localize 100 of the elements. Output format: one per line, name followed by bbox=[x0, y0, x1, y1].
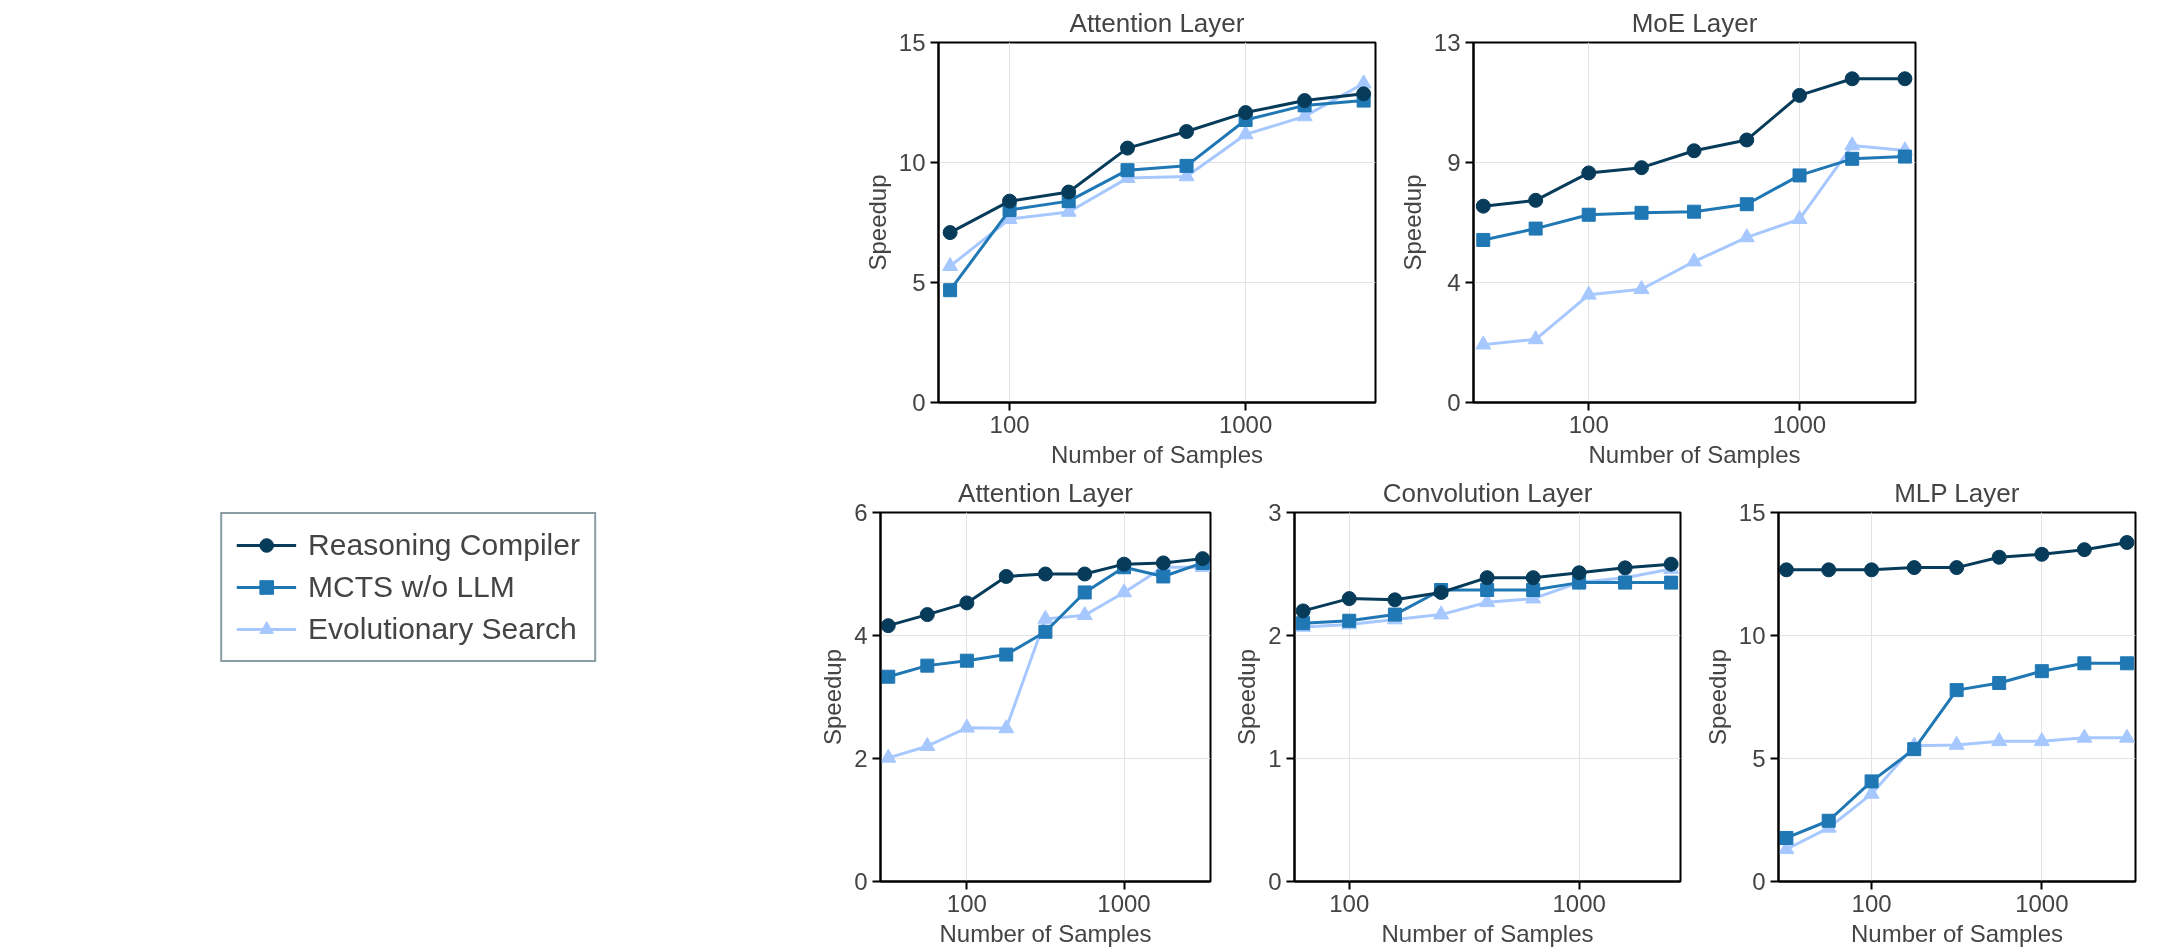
point bbox=[1037, 609, 1054, 624]
y-tick-label: 0 bbox=[1447, 389, 1461, 416]
point bbox=[1116, 583, 1133, 598]
point bbox=[942, 225, 958, 241]
point bbox=[1821, 813, 1836, 828]
point bbox=[881, 669, 896, 684]
point bbox=[880, 748, 897, 763]
point bbox=[919, 737, 936, 752]
point bbox=[1739, 197, 1754, 212]
point bbox=[1581, 207, 1596, 222]
point bbox=[880, 618, 896, 634]
point bbox=[2119, 535, 2135, 550]
point bbox=[920, 658, 935, 673]
y-tick-label: 1 bbox=[1268, 745, 1282, 772]
point bbox=[1948, 735, 1965, 750]
y-tick-label: 5 bbox=[1752, 745, 1766, 772]
y-tick-label: 15 bbox=[898, 29, 926, 56]
point bbox=[942, 257, 959, 272]
chart-title: Attention Layer bbox=[1069, 7, 1245, 38]
point bbox=[1179, 158, 1194, 173]
x-tick-label: 1000 bbox=[1552, 889, 1606, 917]
point bbox=[1792, 168, 1807, 183]
point bbox=[998, 719, 1015, 734]
point bbox=[1297, 93, 1313, 109]
chart-title: Attention Layer bbox=[958, 477, 1134, 508]
y-tick-label: 2 bbox=[854, 745, 868, 772]
point bbox=[1528, 192, 1544, 208]
y-tick-label: 0 bbox=[912, 389, 926, 416]
point bbox=[1791, 210, 1808, 225]
chart-title: MLP Layer bbox=[1894, 477, 2020, 508]
point bbox=[2076, 542, 2092, 558]
point bbox=[1120, 163, 1135, 178]
point bbox=[1002, 193, 1018, 209]
point bbox=[1844, 71, 1860, 87]
y-axis-title: Speedup bbox=[1233, 648, 1261, 746]
point bbox=[1864, 774, 1879, 789]
point bbox=[1120, 140, 1136, 156]
point bbox=[2118, 728, 2135, 743]
x-axis-title: Number of Samples bbox=[1381, 919, 1594, 947]
x-axis-title: Number of Samples bbox=[1588, 440, 1801, 468]
point bbox=[2077, 656, 2092, 671]
y-tick-label: 2 bbox=[1268, 622, 1282, 649]
point bbox=[1864, 562, 1880, 578]
point bbox=[1475, 335, 1492, 350]
point bbox=[959, 653, 974, 668]
point bbox=[1686, 252, 1703, 267]
point bbox=[1581, 165, 1597, 181]
point bbox=[1949, 683, 1964, 698]
point bbox=[1037, 566, 1053, 582]
point bbox=[1580, 285, 1597, 300]
point bbox=[1077, 585, 1092, 600]
point bbox=[1633, 280, 1650, 295]
x-tick-label: 100 bbox=[1568, 410, 1609, 438]
point bbox=[1634, 160, 1650, 176]
y-tick-label: 4 bbox=[854, 622, 868, 649]
x-tick-label: 100 bbox=[946, 889, 987, 917]
y-axis-title: Speedup bbox=[1398, 174, 1426, 271]
x-axis-title: Number of Samples bbox=[1850, 919, 2064, 947]
y-tick-label: 0 bbox=[1268, 868, 1282, 895]
y-axis-title: Speedup bbox=[1703, 648, 1731, 746]
point bbox=[919, 607, 935, 623]
legend-label: Reasoning Compiler bbox=[308, 528, 580, 562]
y-tick-label: 13 bbox=[1433, 29, 1461, 56]
point bbox=[1527, 330, 1544, 345]
point bbox=[1897, 149, 1912, 164]
point bbox=[943, 283, 958, 298]
point bbox=[1821, 562, 1837, 578]
x-tick-label: 100 bbox=[1329, 889, 1370, 917]
point bbox=[2034, 546, 2050, 562]
point bbox=[959, 595, 975, 611]
x-tick-label: 1000 bbox=[1772, 410, 1827, 438]
point bbox=[1792, 87, 1808, 103]
chart-title: Convolution Layer bbox=[1382, 477, 1593, 508]
point bbox=[1237, 125, 1254, 140]
point bbox=[2033, 732, 2050, 747]
point bbox=[2034, 664, 2049, 679]
y-tick-label: 15 bbox=[1738, 499, 1766, 526]
point bbox=[1844, 136, 1861, 151]
point bbox=[1238, 105, 1254, 121]
point bbox=[1906, 560, 1922, 576]
x-axis-title: Number of Samples bbox=[1050, 440, 1264, 468]
legend-label: Evolutionary Search bbox=[308, 612, 577, 646]
y-tick-label: 0 bbox=[1752, 868, 1766, 895]
point bbox=[958, 718, 975, 733]
point bbox=[1077, 566, 1093, 582]
point bbox=[1156, 569, 1171, 584]
y-tick-label: 3 bbox=[1268, 499, 1282, 526]
point bbox=[1845, 151, 1860, 166]
y-tick-label: 5 bbox=[912, 269, 926, 296]
point bbox=[1687, 204, 1702, 219]
point bbox=[1779, 830, 1794, 845]
point bbox=[998, 568, 1014, 584]
y-tick-label: 10 bbox=[898, 149, 926, 176]
x-tick-label: 100 bbox=[1851, 889, 1892, 917]
legend-label: MCTS w/o LLM bbox=[308, 570, 515, 604]
point bbox=[1739, 132, 1755, 148]
x-tick-label: 1000 bbox=[1218, 410, 1273, 438]
y-tick-label: 6 bbox=[854, 499, 868, 526]
point bbox=[2076, 728, 2093, 743]
point bbox=[1738, 228, 1755, 243]
